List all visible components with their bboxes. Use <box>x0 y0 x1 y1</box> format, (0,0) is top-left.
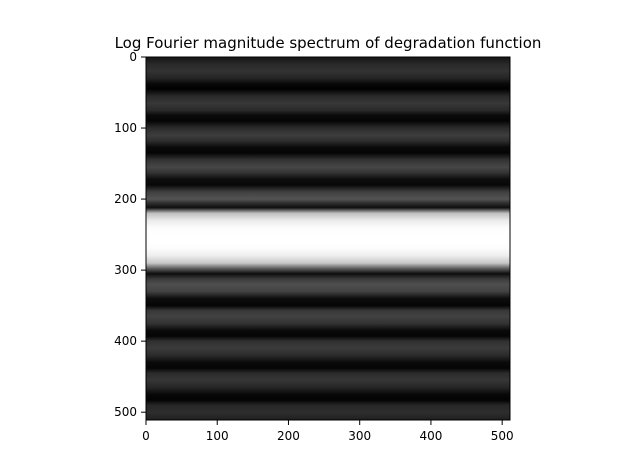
y-tick-label: 300 <box>114 263 137 277</box>
x-axis: 0 100 200 300 400 500 <box>142 420 514 443</box>
y-tick-label: 400 <box>114 334 137 348</box>
plot-frame <box>145 56 511 421</box>
y-tick-label: 500 <box>114 405 137 419</box>
chart-title: Log Fourier magnitude spectrum of degrad… <box>115 34 542 52</box>
heatmap-image <box>146 57 510 420</box>
x-tick-label: 0 <box>142 429 150 443</box>
x-tick-label: 100 <box>206 429 229 443</box>
y-tick-label: 200 <box>114 192 137 206</box>
y-tick-label: 100 <box>114 121 137 135</box>
x-tick-label: 500 <box>491 429 514 443</box>
x-tick-label: 400 <box>419 429 442 443</box>
y-axis: 0 100 200 300 400 500 <box>114 50 146 419</box>
y-tick-label: 0 <box>129 50 137 64</box>
x-tick-label: 300 <box>348 429 371 443</box>
x-tick-label: 200 <box>277 429 300 443</box>
